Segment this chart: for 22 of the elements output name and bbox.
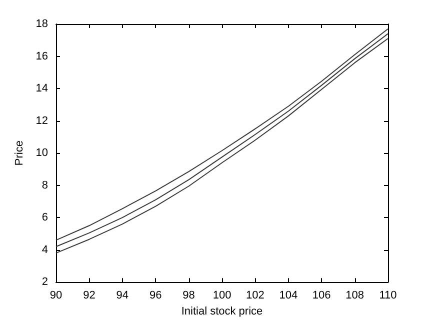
x-tick-label: 106 [312,290,331,302]
y-tick-label: 4 [42,244,48,256]
x-axis-title: Initial stock price [181,306,263,318]
x-tick-label: 90 [50,290,62,302]
x-tick-label: 94 [116,290,129,302]
y-axis-title: Price [13,140,26,166]
x-tick-label: 100 [212,290,232,302]
x-tick-label: 110 [379,290,397,302]
x-tick-label: 92 [83,290,96,302]
y-tick-label: 8 [42,179,48,192]
x-tick-label: 108 [346,290,364,302]
y-tick-label: 18 [36,18,48,30]
x-tick-label: 102 [246,290,264,302]
y-tick-label: 16 [36,50,48,62]
y-tick-label: 14 [36,82,48,95]
y-tick-label: 10 [36,147,48,160]
y-tick-label: 12 [36,114,48,127]
x-tick-label: 96 [149,290,162,302]
y-tick-label: 6 [42,212,48,224]
x-tick-label: 104 [279,290,298,302]
x-tick-label: 98 [182,290,195,302]
y-tick-label: 2 [42,276,48,288]
